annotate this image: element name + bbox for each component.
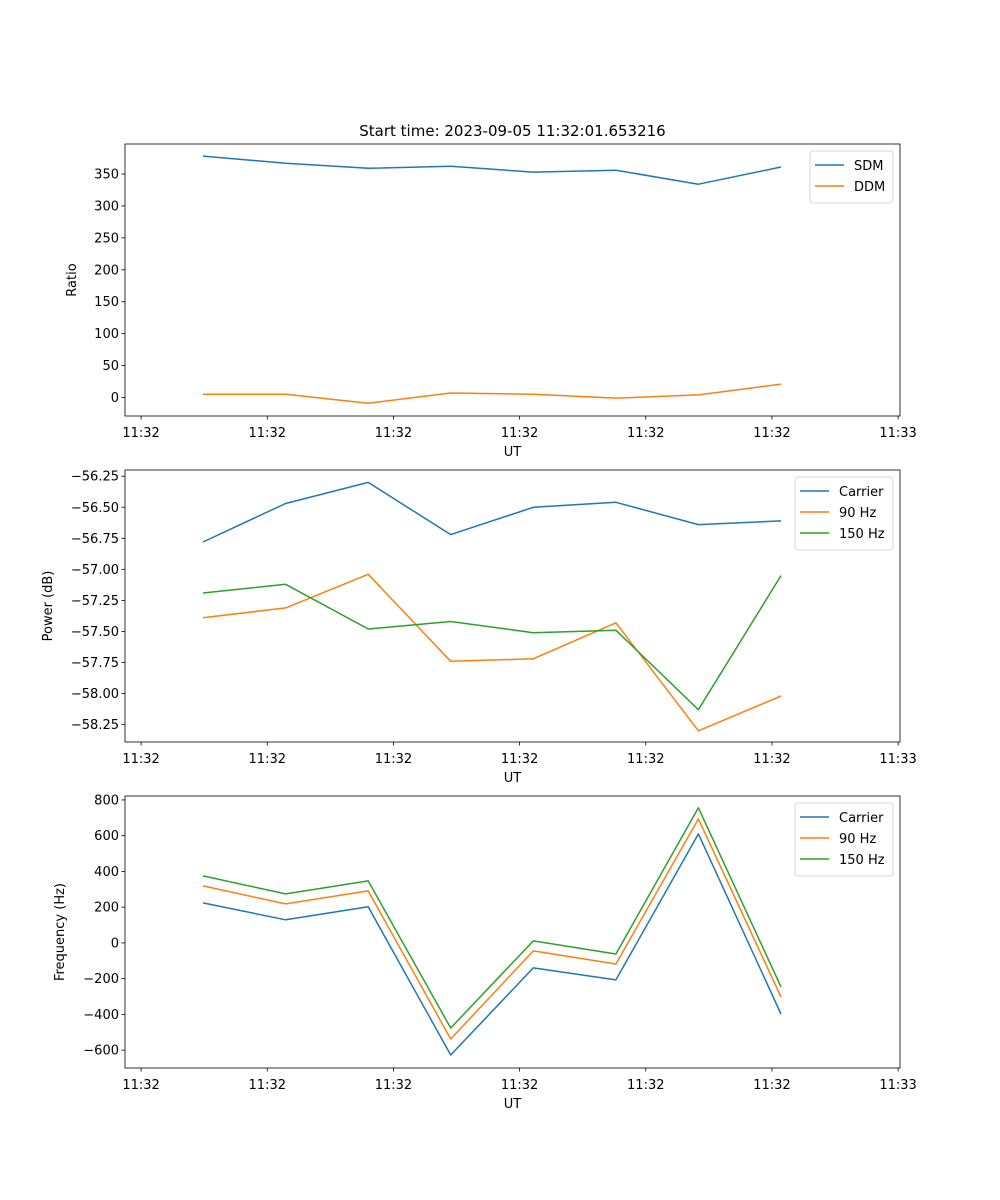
legend-label: DDM [854,180,885,195]
y-tick-label: −56.25 [71,470,119,485]
y-tick-label: −57.75 [71,656,119,671]
y-axis-label: Frequency (Hz) [53,883,68,981]
x-tick-label: 11:33 [879,1078,916,1093]
x-tick-label: 11:32 [375,1078,412,1093]
subplot-2: 11:32 11:32 11:32 11:32 11:32 11:32 11:33 −58.2… [41,469,917,786]
y-tick-label: −57.50 [71,625,119,640]
series-line-sdm [202,155,782,185]
x-tick-label: 11:32 [375,426,412,441]
y-tick-label: 0 [111,936,119,951]
x-tick-label: 11:32 [627,426,664,441]
subplot-1: 11:32 11:32 11:32 11:32 11:32 11:32 11:33 0 50 10… [65,122,917,460]
axes-frame [124,143,901,417]
series-line-90-hz [202,818,782,1040]
y-tick-label: 100 [94,327,119,342]
x-axis-label: UT [504,445,522,460]
y-tick-label: 800 [94,793,119,808]
series-line-carrier [202,481,782,543]
x-tick-label: 11:33 [879,752,916,767]
y-tick-label: 350 [94,168,119,183]
y-axis-label: Ratio [65,263,80,296]
y-tick-label: −56.50 [71,501,119,516]
x-axis-label: UT [504,771,522,786]
axes-frame [124,795,901,1069]
y-tick-label: 0 [111,391,119,406]
x-tick-label: 11:32 [249,426,286,441]
y-tick-label: −58.25 [71,718,119,733]
chart-title: Start time: 2023-09-05 11:32:01.653216 [359,122,665,140]
series-line-carrier [202,833,782,1056]
x-tick-label: 11:32 [249,1078,286,1093]
x-tick-label: 11:32 [501,426,538,441]
x-tick-label: 11:32 [122,1078,159,1093]
y-axis-label: Power (dB) [41,571,56,642]
x-axis-label: UT [504,1097,522,1112]
series-line-90-hz [202,573,782,732]
series-line-150-hz [202,807,782,1029]
x-tick-label: 11:32 [122,752,159,767]
y-tick-label: 300 [94,199,119,214]
legend-box [794,476,894,551]
x-tick-label: 11:32 [122,426,159,441]
x-tick-label: 11:32 [753,752,790,767]
y-tick-label: 150 [94,295,119,310]
legend-label: 150 Hz [839,527,885,542]
subplot-3: 11:32 11:32 11:32 11:32 11:32 11:32 11:33 −600 −… [53,793,917,1112]
x-tick-label: 11:32 [627,752,664,767]
y-tick-label: 200 [94,263,119,278]
y-tick-label: −400 [83,1008,119,1023]
legend-box [809,150,894,204]
legend-label: 90 Hz [839,832,876,847]
legend-label: SDM [854,159,883,174]
legend-label: Carrier [839,485,884,500]
y-tick-label: 200 [94,901,119,916]
y-tick-label: −57.25 [71,594,119,609]
y-tick-label: −57.00 [71,563,119,578]
y-tick-label: 250 [94,231,119,246]
x-tick-label: 11:33 [879,426,916,441]
legend: Carrier 90 Hz 150 Hz [794,476,894,551]
x-tick-label: 11:32 [753,1078,790,1093]
x-tick-label: 11:32 [501,1078,538,1093]
x-tick-label: 11:32 [501,752,538,767]
x-tick-label: 11:32 [375,752,412,767]
y-tick-label: −58.00 [71,687,119,702]
legend-label: 150 Hz [839,853,885,868]
legend-box [794,802,894,877]
y-tick-label: 50 [102,359,119,374]
y-tick-label: −600 [83,1044,119,1059]
y-tick-label: 600 [94,829,119,844]
axes-frame [124,469,901,743]
series-line-150-hz [202,575,782,711]
y-tick-label: −200 [83,972,119,987]
legend: SDM DDM [809,150,894,204]
x-tick-label: 11:32 [627,1078,664,1093]
y-tick-label: −56.75 [71,532,119,547]
legend: Carrier 90 Hz 150 Hz [794,802,894,877]
legend-label: 90 Hz [839,506,876,521]
series-line-ddm [203,383,782,404]
y-tick-label: 400 [94,865,119,880]
x-tick-label: 11:32 [249,752,286,767]
x-tick-label: 11:32 [753,426,790,441]
legend-label: Carrier [839,811,884,826]
